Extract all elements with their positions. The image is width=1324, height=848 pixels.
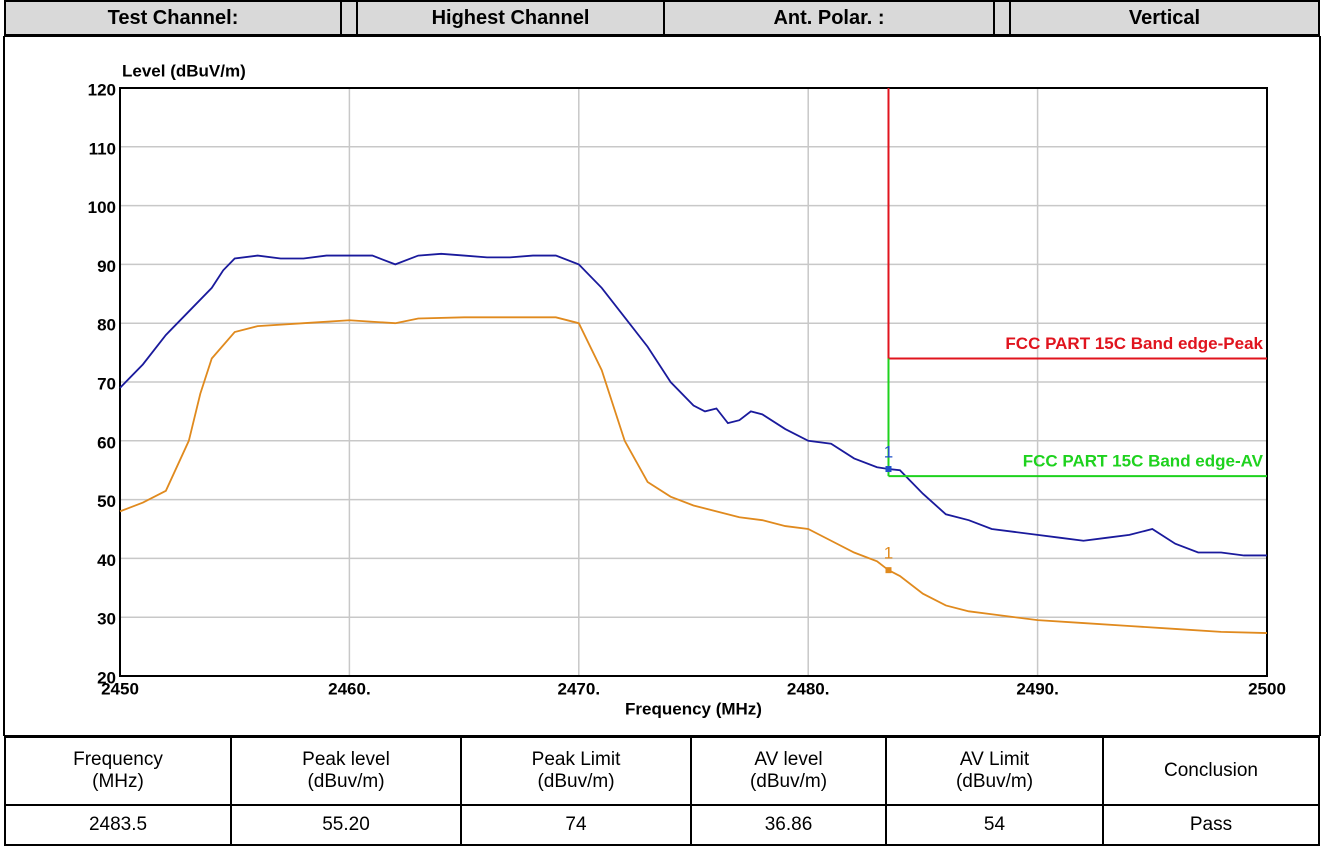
header-cell: Highest Channel [356,0,665,36]
column-header: Peak level (dBuv/m) [230,736,462,806]
y-tick-label: 80 [97,316,116,335]
chart: 20 30 40 50 60 70 80 90 100 110 120 2450 2460. 2470. 2… [3,36,1321,736]
cell: 36.86 [690,804,887,846]
x-tick-label: 2500 [1248,679,1286,698]
x-tick-label: 2450 [101,679,139,698]
plot-frame [119,87,1268,677]
x-axis-label: Frequency (MHz) [625,699,762,718]
series-line [119,316,1268,634]
cell: Pass [1102,804,1320,846]
header-table: Test Channel: Highest Channel Ant. Polar… [4,0,1320,36]
column-header: Conclusion [1102,736,1320,806]
y-tick-label: 70 [97,374,116,393]
y-tick-label: 110 [89,139,116,158]
result-table: Frequency (MHz) Peak level (dBuv/m) Peak… [4,736,1320,846]
header-cell: Ant. Polar. : [663,0,995,36]
chart-frame [3,36,1321,736]
x-tick-label: 2460. [328,679,371,698]
limit-label: FCC PART 15C Band edge-Peak [1005,334,1263,353]
cell: 54 [885,804,1104,846]
y-tick-label: 30 [97,610,116,629]
y-tick-label: 20 [97,668,116,687]
x-tick-label: 2480. [787,679,830,698]
y-tick-label: 60 [97,433,116,452]
header-blank [340,0,358,36]
cell: 55.20 [230,804,462,846]
header-cell: Test Channel: [4,0,342,36]
header-cell: Vertical [1009,0,1320,36]
cell: 2483.5 [4,804,232,846]
y-tick-label: 50 [97,492,116,511]
marker-label: 1 [884,443,893,462]
y-axis-label: Level (dBuV/m) [122,61,246,80]
limit-label: FCC PART 15C Band edge-AV [1023,452,1264,471]
x-tick-label: 2490. [1016,679,1059,698]
header-blank [993,0,1011,36]
series-line [119,252,1267,557]
column-header: AV Limit (dBuv/m) [885,736,1104,806]
y-tick-label: 120 [88,80,116,99]
column-header: AV level (dBuv/m) [690,736,887,806]
y-tick-label: 90 [97,257,116,276]
cell: 74 [460,804,692,846]
marker [885,466,892,473]
x-tick-label: 2470. [558,679,601,698]
y-tick-label: 100 [88,198,116,217]
y-tick-label: 40 [97,551,116,570]
marker [885,567,892,574]
column-header: Peak Limit (dBuv/m) [460,736,692,806]
column-header: Frequency (MHz) [4,736,232,806]
marker-label: 1 [884,544,893,563]
